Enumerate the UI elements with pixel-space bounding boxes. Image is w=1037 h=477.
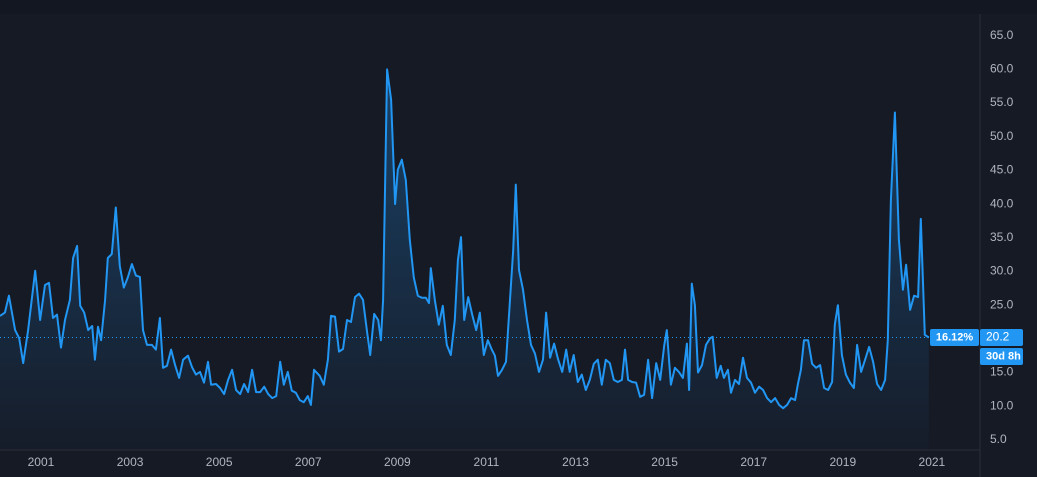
- countdown-badge: [980, 348, 1023, 365]
- line: [0, 68, 930, 410]
- x-tick-label: 2017: [740, 455, 767, 469]
- y-tick-label: 60.0: [990, 62, 1014, 76]
- x-tick-label: 2007: [295, 455, 322, 469]
- y-tick-label: 35.0: [990, 230, 1014, 244]
- y-tick-label: 15.0: [990, 365, 1014, 379]
- x-tick-label: 2013: [562, 455, 589, 469]
- y-tick-label: 10.0: [990, 398, 1014, 412]
- y-tick-label: 65.0: [990, 28, 1014, 42]
- y-tick-label: 30.0: [990, 264, 1014, 278]
- y-tick-label: 25.0: [990, 297, 1014, 311]
- change-label: 16.12%: [936, 331, 974, 343]
- y-tick-label: 5.0: [990, 432, 1007, 446]
- y-tick-label: 55.0: [990, 95, 1014, 109]
- x-tick-label: 2003: [117, 455, 144, 469]
- x-tick-label: 2015: [651, 455, 678, 469]
- x-tick-label: 2001: [28, 455, 55, 469]
- last-price-badge: [980, 329, 1023, 346]
- x-tick-label: 2009: [384, 455, 411, 469]
- change-badge: [930, 329, 979, 346]
- x-tick-label: 2019: [829, 455, 856, 469]
- x-tick-label: 2011: [474, 455, 500, 469]
- y-tick-label: 50.0: [990, 129, 1014, 143]
- plot-area: [0, 68, 980, 451]
- x-tick-label: 2021: [919, 455, 946, 469]
- top-bar: [0, 0, 1037, 14]
- y-tick-label: 45.0: [990, 163, 1014, 177]
- countdown-label: 30d 8h: [986, 350, 1021, 362]
- last-price-label: 20.2: [986, 330, 1010, 344]
- x-tick-label: 2005: [206, 455, 233, 469]
- y-tick-label: 40.0: [990, 196, 1014, 210]
